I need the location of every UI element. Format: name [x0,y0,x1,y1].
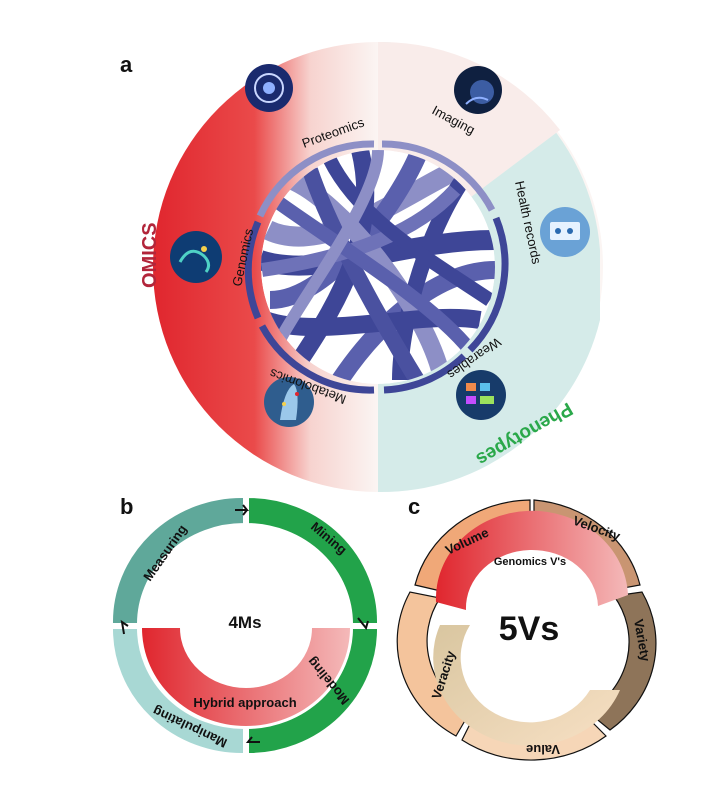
wearables-image [456,370,506,420]
imaging-image [454,66,502,114]
proteomics-image [245,64,293,112]
label-genomics-vs: Genomics V's [494,556,566,568]
genomics-image [170,231,222,283]
label-variety: Variety [631,618,653,663]
panel-c-letter: c [408,494,420,519]
label-omics: OMICS [139,222,161,288]
metabolomics-image [264,377,314,427]
label-value: Value [526,742,560,757]
label-5vs: 5Vs [499,610,560,648]
panel-b-ring [110,495,380,756]
panel-a-chord-ribbons [261,150,495,384]
panel-a-letter: a [120,52,133,77]
label-4ms: 4Ms [228,613,261,632]
health-records-image [540,207,590,257]
panel-b-letter: b [120,494,133,519]
panel-a-segment-ring [244,140,509,394]
panel-c-ring [396,499,657,761]
label-hybrid-approach: Hybrid approach [193,695,296,710]
